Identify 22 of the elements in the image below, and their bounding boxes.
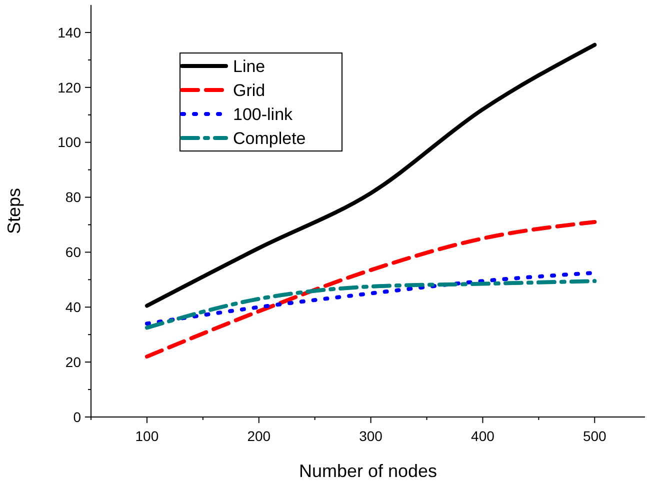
x-axis-title: Number of nodes (298, 461, 438, 481)
line-series (144, 42, 597, 308)
x-tick-label: 400 (471, 428, 495, 444)
x-tick-label: 500 (582, 428, 607, 444)
y-tick-label: 80 (65, 189, 82, 206)
x-tick-label: 100 (135, 428, 159, 444)
legend-label: Complete (233, 128, 306, 148)
y-tick-label: 0 (73, 408, 82, 425)
y-tick-label: 120 (58, 79, 82, 96)
y-tick-label: 20 (65, 354, 82, 370)
y-tick-label: 40 (65, 299, 82, 316)
line-series (144, 279, 597, 330)
y-tick-label: 100 (58, 134, 82, 150)
x-tick-label: 300 (359, 428, 383, 444)
line-series (144, 220, 597, 359)
y-axis-title: Steps (4, 188, 24, 234)
x-tick-label: 200 (247, 428, 271, 444)
legend-label: Grid (233, 80, 266, 100)
legend-label: 100-link (233, 104, 294, 124)
y-tick-label: 60 (65, 244, 82, 260)
y-tick-label: 140 (58, 24, 82, 40)
legend-label: Line (233, 56, 266, 76)
